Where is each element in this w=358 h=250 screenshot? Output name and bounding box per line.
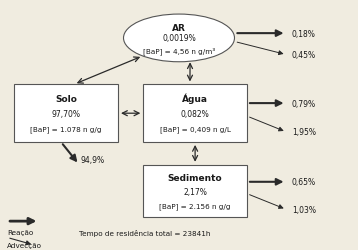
Text: [BaP] = 2.156 n g/g: [BaP] = 2.156 n g/g xyxy=(159,202,231,209)
Ellipse shape xyxy=(124,15,234,62)
FancyBboxPatch shape xyxy=(143,165,247,218)
Text: [BaP] = 1.078 n g/g: [BaP] = 1.078 n g/g xyxy=(30,126,102,133)
Text: 1,95%: 1,95% xyxy=(292,128,316,137)
FancyBboxPatch shape xyxy=(143,85,247,142)
Text: Advecção: Advecção xyxy=(7,242,42,248)
FancyBboxPatch shape xyxy=(14,85,118,142)
Text: [BaP] = 0,409 n g/L: [BaP] = 0,409 n g/L xyxy=(160,126,231,133)
Text: Sedimento: Sedimento xyxy=(168,173,222,182)
Text: 1,03%: 1,03% xyxy=(292,205,316,214)
Text: AR: AR xyxy=(172,24,186,33)
Text: Água: Água xyxy=(182,94,208,104)
Text: Solo: Solo xyxy=(55,94,77,103)
Text: Tempo de residência total = 23841h: Tempo de residência total = 23841h xyxy=(79,230,210,236)
Text: Reação: Reação xyxy=(7,229,33,235)
Text: 0,79%: 0,79% xyxy=(292,99,316,108)
Text: 0,082%: 0,082% xyxy=(181,109,209,118)
Text: 2,17%: 2,17% xyxy=(183,187,207,196)
Text: 97,70%: 97,70% xyxy=(52,109,81,118)
Text: 0,45%: 0,45% xyxy=(292,51,316,60)
Text: 0,65%: 0,65% xyxy=(292,178,316,186)
Text: 0,18%: 0,18% xyxy=(292,30,316,38)
Text: 0,0019%: 0,0019% xyxy=(162,34,196,43)
Text: [BaP] = 4,56 n g/m³: [BaP] = 4,56 n g/m³ xyxy=(143,47,215,54)
Text: 94,9%: 94,9% xyxy=(80,156,105,164)
